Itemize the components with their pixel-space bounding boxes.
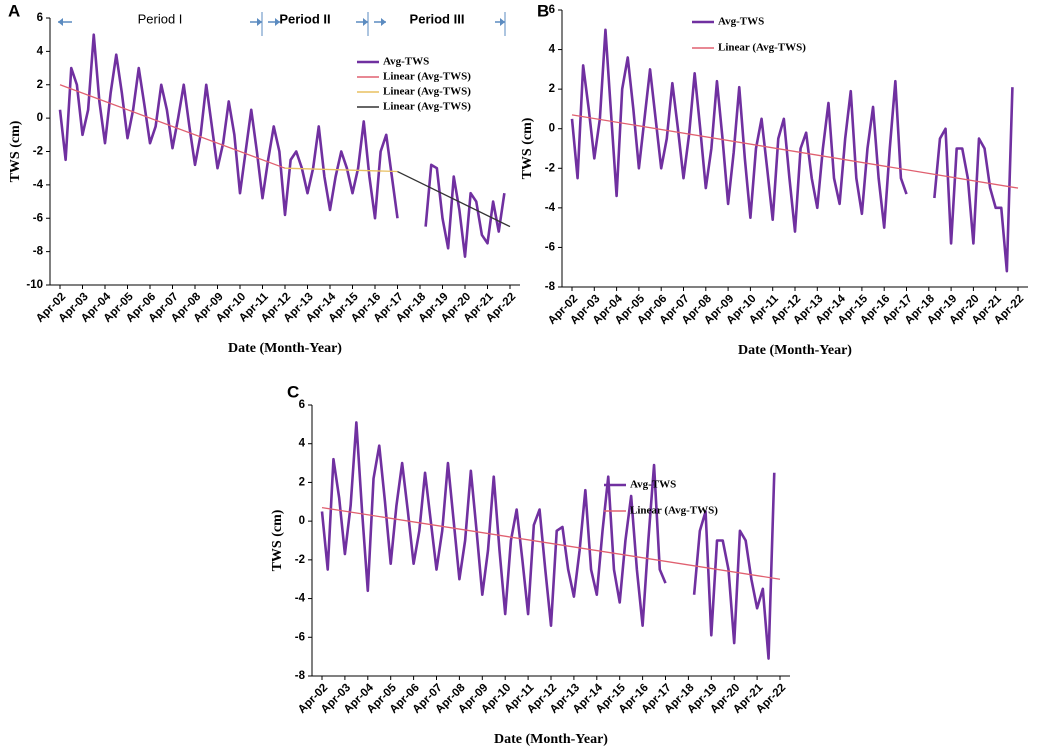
period-label: Period I	[138, 11, 183, 26]
y-tick-label: -8	[545, 281, 556, 293]
y-axis-title: TWS (cm)	[270, 509, 285, 571]
trend-line	[59, 84, 286, 169]
y-tick-label: -6	[295, 631, 305, 643]
trend-line	[321, 506, 781, 580]
x-axis-title: Date (Month-Year)	[494, 732, 608, 747]
period-arrow-head	[58, 18, 63, 26]
y-tick-label: 6	[299, 399, 305, 411]
y-tick-label: -8	[33, 246, 44, 258]
y-tick-label: 0	[549, 123, 555, 135]
period-arrow-head	[257, 18, 262, 26]
y-tick-label: 0	[37, 112, 43, 124]
y-tick-label: 2	[299, 476, 305, 488]
panel-label: B	[537, 1, 549, 20]
period-arrow-head	[363, 18, 368, 26]
legend-label: Avg-TWS	[718, 16, 764, 28]
period-label: Period II	[279, 11, 330, 26]
y-axis-title: TWS (cm)	[8, 120, 23, 182]
trend-line	[397, 170, 511, 228]
data-line	[320, 421, 667, 627]
y-tick-label: -8	[295, 670, 306, 682]
y-tick-label: 4	[37, 45, 44, 57]
legend-label: Avg-TWS	[630, 479, 676, 491]
period-arrow-head	[500, 18, 505, 26]
legend-label: Linear (Avg-TWS)	[630, 505, 718, 517]
y-tick-label: -10	[26, 279, 43, 291]
y-tick-label: 6	[37, 12, 43, 24]
period-arrow-head	[275, 18, 280, 26]
y-tick-label: 0	[299, 515, 305, 527]
legend-label: Linear (Avg-TWS)	[383, 101, 471, 113]
data-line	[692, 472, 776, 660]
y-tick-label: -2	[545, 162, 555, 174]
y-tick-label: -2	[33, 146, 43, 158]
data-line	[58, 33, 399, 220]
y-tick-label: 2	[549, 83, 555, 95]
y-axis-title: TWS (cm)	[520, 117, 535, 179]
legend-label: Linear (Avg-TWS)	[383, 86, 471, 98]
period-label: Period III	[410, 11, 465, 26]
y-tick-label: -6	[545, 241, 555, 253]
data-line	[933, 87, 1014, 273]
data-line	[570, 28, 908, 233]
y-tick-label: -6	[33, 212, 43, 224]
panel-label: A	[8, 1, 20, 20]
y-tick-label: 6	[549, 4, 555, 16]
y-tick-label: -2	[295, 554, 305, 566]
y-tick-label: 2	[37, 79, 43, 91]
legend-label: Linear (Avg-TWS)	[718, 42, 806, 54]
trend-line	[284, 167, 398, 173]
y-tick-label: 4	[549, 44, 556, 56]
data-line	[424, 163, 506, 258]
y-tick-label: -4	[33, 179, 44, 191]
y-tick-label: -4	[295, 593, 306, 605]
y-tick-label: 4	[299, 438, 306, 450]
panel-label: C	[287, 382, 299, 401]
legend-label: Linear (Avg-TWS)	[383, 71, 471, 83]
period-arrow-head	[381, 18, 386, 26]
y-tick-label: -4	[545, 202, 556, 214]
x-axis-title: Date (Month-Year)	[228, 341, 342, 356]
legend-label: Avg-TWS	[383, 56, 429, 68]
x-axis-title: Date (Month-Year)	[738, 343, 852, 358]
trend-line	[571, 114, 1019, 189]
